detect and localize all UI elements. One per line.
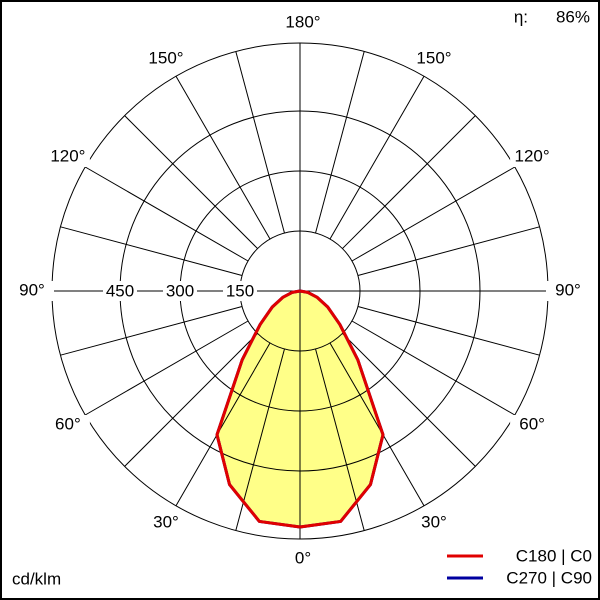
grid-spoke: [175, 75, 271, 240]
grid-spoke: [329, 342, 425, 507]
legend-label: C270 | C90: [506, 568, 592, 587]
angle-label: 180°: [285, 12, 320, 31]
ring-label-bg: [163, 281, 197, 301]
angle-label-bg: [144, 513, 188, 534]
angle-label-bg: [278, 549, 322, 569]
grid-spoke: [84, 166, 249, 262]
grid-spoke: [124, 333, 258, 467]
grid-spoke: [329, 75, 425, 240]
ring-label-bg: [103, 281, 137, 301]
grid-spoke: [60, 306, 243, 356]
angle-label-bg: [45, 415, 90, 435]
angle-label: 90°: [555, 280, 581, 299]
angle-label: 30°: [153, 513, 179, 532]
grid-spoke: [351, 166, 516, 262]
grid-spoke: [175, 342, 271, 507]
intensity-curve: [215, 289, 301, 529]
angle-label: 120°: [50, 146, 85, 165]
legend-label: C180 | C0: [516, 546, 592, 565]
angle-label: 150°: [416, 48, 451, 67]
ring-label: 300: [166, 281, 194, 300]
ring-label: 450: [106, 281, 134, 300]
angle-label-bg: [278, 13, 322, 33]
ring-label: 150: [226, 281, 254, 300]
efficiency-label: η:: [514, 7, 528, 26]
angle-label-bg: [412, 513, 456, 534]
efficiency-value: 86%: [556, 7, 590, 26]
angle-label: 30°: [421, 513, 447, 532]
grid-spoke: [235, 51, 285, 234]
unit-label: cd/klm: [12, 569, 61, 588]
grid-spoke: [357, 226, 540, 276]
angle-label-bg: [144, 48, 188, 69]
grid-spoke: [351, 320, 516, 416]
intensity-curve: [299, 289, 385, 529]
angle-label: 0°: [295, 548, 311, 567]
grid-spoke: [315, 51, 365, 234]
ring-label-bg: [223, 281, 257, 301]
angle-label: 60°: [519, 414, 545, 433]
grid-spoke: [342, 333, 476, 467]
grid-spoke: [357, 306, 540, 356]
grid-spoke: [124, 115, 258, 249]
angle-label-bg: [510, 415, 555, 435]
angle-label: 120°: [515, 146, 550, 165]
angle-label-bg: [546, 281, 590, 301]
grid-spoke: [84, 320, 249, 416]
grid-spoke: [60, 226, 243, 276]
angle-label-bg: [510, 147, 555, 167]
grid-spoke: [342, 115, 476, 249]
angle-label-bg: [412, 48, 456, 69]
angle-label: 60°: [55, 414, 81, 433]
angle-label-bg: [10, 281, 54, 301]
angle-label: 90°: [19, 280, 45, 299]
angle-label: 150°: [148, 48, 183, 67]
angle-label-bg: [45, 147, 90, 167]
